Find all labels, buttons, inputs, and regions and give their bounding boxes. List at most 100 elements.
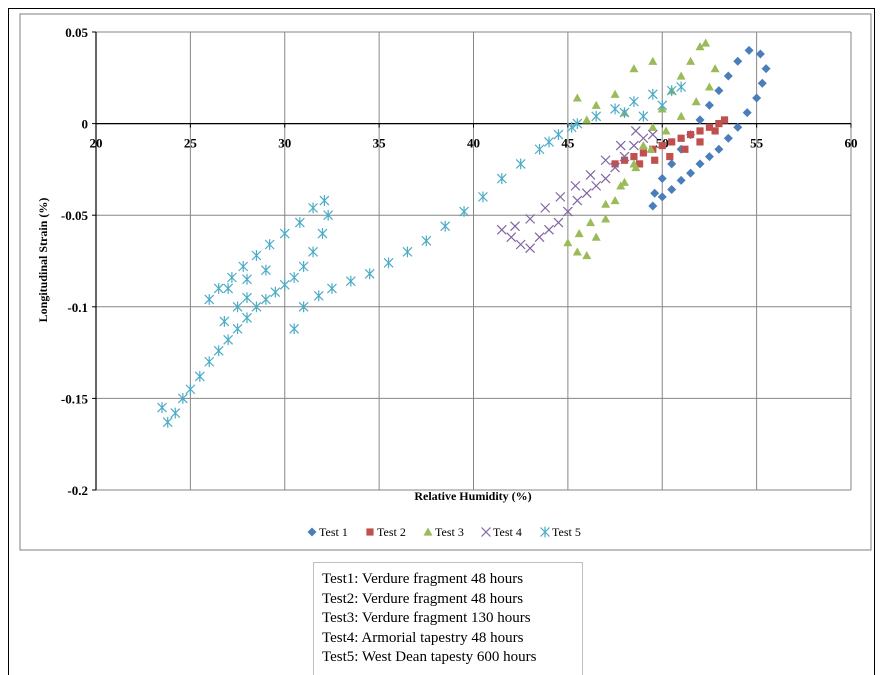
data-point (691, 97, 701, 106)
data-point (327, 283, 337, 294)
data-point (610, 89, 620, 98)
data-point (676, 175, 686, 185)
data-point (515, 239, 526, 250)
data-point (686, 130, 695, 139)
data-point (619, 151, 630, 162)
data-point (733, 56, 743, 66)
data-point (629, 96, 639, 108)
data-point (610, 162, 620, 173)
data-point (582, 251, 592, 260)
data-point (553, 129, 564, 140)
data-point (639, 149, 647, 157)
data-point (657, 192, 667, 202)
data-point (705, 123, 714, 131)
legend-marker (366, 528, 374, 536)
data-point (704, 82, 714, 91)
y-axis-label: Longitudinal Strain (%) (36, 198, 50, 323)
data-point (651, 156, 659, 164)
data-point (647, 88, 658, 100)
data-point (696, 138, 704, 146)
data-point (157, 402, 167, 413)
data-point (223, 283, 234, 294)
data-point (540, 202, 551, 213)
data-point (223, 334, 234, 346)
data-point (666, 152, 674, 161)
data-point (264, 239, 275, 250)
data-point (610, 196, 620, 205)
data-point (506, 232, 517, 243)
data-point (496, 224, 507, 235)
y-tick-label: 0.05 (65, 25, 88, 40)
data-point (695, 115, 705, 125)
data-point (636, 160, 644, 168)
data-point (686, 168, 696, 178)
data-point (213, 345, 224, 357)
data-point (668, 138, 676, 146)
data-point (525, 213, 536, 224)
data-point (657, 99, 668, 111)
x-tick-label: 45 (561, 136, 575, 151)
data-point (162, 416, 173, 428)
data-point (563, 238, 573, 247)
caption-line-test1: Test1: Verdure fragment 48 hours (322, 571, 524, 587)
y-tick-label: 0 (82, 117, 89, 132)
data-point (676, 71, 686, 80)
data-point (601, 199, 611, 208)
data-point (478, 191, 488, 203)
legend-label: Test 1 (319, 525, 348, 539)
x-tick-label: 40 (467, 136, 480, 151)
data-point (242, 292, 252, 304)
data-point (676, 111, 686, 120)
x-tick-label: 55 (750, 136, 764, 151)
axes (92, 31, 852, 491)
x-tick-label: 30 (278, 136, 291, 151)
data-point (723, 71, 733, 81)
data-point (619, 107, 630, 119)
data-point (260, 264, 271, 276)
data-point (562, 206, 573, 217)
data-point (313, 290, 324, 302)
y-tick-labels: 0.05 0 -0.05 -0.1 -0.15 -0.2 (61, 25, 89, 498)
data-point (260, 294, 271, 305)
data-point (572, 93, 582, 102)
data-point (629, 64, 639, 73)
data-point (242, 273, 252, 285)
data-point (279, 279, 290, 291)
legend-marker (540, 526, 550, 538)
data-point (667, 185, 677, 195)
legend-marker (307, 527, 317, 537)
data-point (581, 188, 592, 199)
data-point (677, 134, 685, 142)
series-5-points (157, 81, 687, 428)
data-point (308, 246, 318, 258)
legend-label: Test 2 (377, 525, 406, 539)
data-point (681, 145, 689, 153)
caption-line-test4: Test4: Armorial tapestry 48 hours (322, 629, 524, 646)
data-point (720, 116, 729, 124)
chart-area-border (19, 13, 872, 551)
y-tick-label: -0.15 (61, 391, 89, 406)
data-point (251, 301, 262, 313)
data-point (710, 64, 720, 73)
data-point (638, 141, 648, 150)
data-point (323, 209, 334, 221)
data-point (204, 294, 215, 305)
y-tick-label: -0.1 (67, 300, 88, 315)
data-point (170, 407, 181, 419)
data-point (204, 356, 215, 368)
data-point (650, 188, 660, 198)
x-axis-label: Relative Humidity (%) (414, 489, 531, 503)
data-point (525, 243, 536, 254)
data-point (383, 257, 394, 269)
data-point (591, 232, 601, 241)
data-point (611, 160, 619, 168)
series-2-points (611, 116, 729, 168)
legend-label: Test 4 (493, 525, 522, 539)
data-point (496, 173, 507, 184)
data-point (270, 286, 281, 298)
data-point (647, 129, 658, 140)
data-point (629, 140, 639, 151)
data-point (757, 78, 767, 88)
data-point (638, 110, 649, 122)
x-tick-label: 20 (90, 136, 103, 151)
